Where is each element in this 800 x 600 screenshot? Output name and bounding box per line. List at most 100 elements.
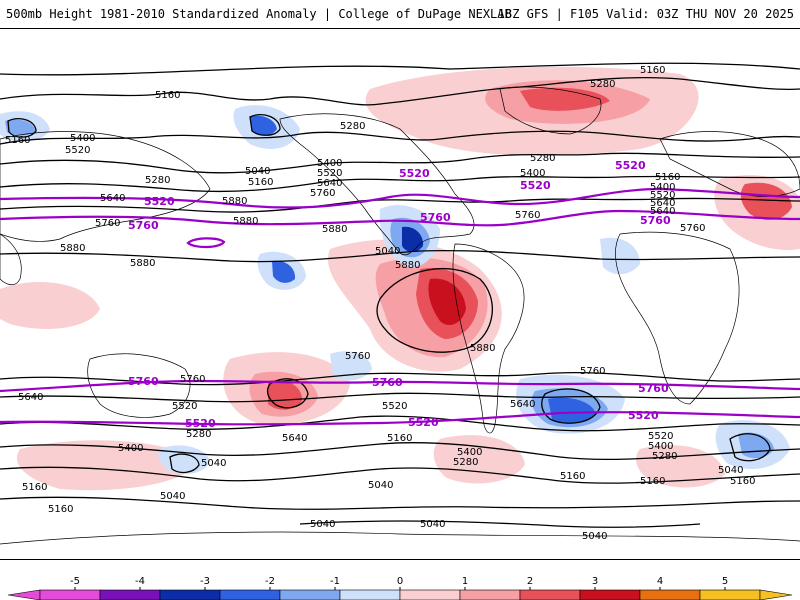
- contour-line: [0, 62, 800, 76]
- colorbar-segment: [159, 589, 221, 600]
- contour-label: 5160: [387, 433, 412, 444]
- contour-5760-south: [0, 379, 800, 393]
- colorbar-tick-label: -2: [265, 576, 275, 587]
- colorbar-segment: [279, 589, 341, 600]
- contour-label: 5640: [510, 399, 535, 410]
- purple-contour-label: 5760: [128, 219, 159, 232]
- contour-label: 5880: [395, 260, 420, 271]
- positive-anomaly-region: [740, 182, 792, 220]
- contour-5760-north: [0, 209, 800, 227]
- contour-line: [0, 130, 800, 145]
- contour-label: 5760: [180, 374, 205, 385]
- positive-anomaly-region: [0, 281, 100, 329]
- purple-contour-label: 5520: [185, 417, 216, 430]
- contour-line: [0, 152, 800, 174]
- contour-label: 5160: [48, 504, 73, 515]
- contour-label: 5880: [470, 343, 495, 354]
- contour-label: 5160: [640, 65, 665, 76]
- contour-label: 5640: [317, 178, 342, 189]
- contour-label: 5640: [100, 193, 125, 204]
- contour-line: [0, 197, 800, 213]
- contour-label: 5880: [130, 258, 155, 269]
- colorbar-segment: [339, 589, 401, 600]
- north-america-coast: [279, 113, 475, 256]
- positive-anomaly-region: [520, 87, 610, 111]
- contour-label: 5640: [650, 198, 675, 209]
- contour-label: 5880: [60, 243, 85, 254]
- colorbar-segment: [99, 589, 161, 600]
- purple-contour-label: 5520: [628, 409, 659, 422]
- contour-label: 5520: [317, 168, 342, 179]
- contour-line: [0, 466, 800, 484]
- contour-label: 5280: [340, 121, 365, 132]
- contour-label: 5160: [5, 135, 30, 146]
- contour-label: 5880: [233, 216, 258, 227]
- purple-label-group: 5520 5760 5520 5760 5520 5760 5760 5520 …: [128, 159, 671, 430]
- contour-label: 5640: [282, 433, 307, 444]
- purple-contour-label: 5520: [615, 159, 646, 172]
- contour-line: [0, 392, 800, 403]
- anomaly-map: 5160 5160 5400 5520 5280 5640 5760 5880 …: [0, 62, 800, 545]
- negative-anomaly-region: [600, 237, 640, 275]
- negative-anomaly-region: [250, 115, 277, 136]
- colorbar-tick-label: -1: [330, 576, 340, 587]
- colorbar-tick-label: -3: [200, 576, 210, 587]
- contour-label: 5160: [730, 476, 755, 487]
- purple-contour-label: 5760: [420, 211, 451, 224]
- contour-line: [0, 175, 800, 193]
- coastlines: [0, 86, 800, 545]
- australia-coast: [87, 353, 191, 418]
- antarctica-coast: [0, 531, 800, 545]
- contour-label: 5280: [590, 79, 615, 90]
- contour-label: 5280: [530, 153, 555, 164]
- colorbar-tick-label: -4: [135, 576, 145, 587]
- positive-anomaly-region: [433, 435, 525, 484]
- colorbar-segment: [459, 589, 521, 600]
- purple-contour-label: 5520: [520, 179, 551, 192]
- contour-label: 5040: [310, 519, 335, 530]
- contour-label: 5040: [160, 491, 185, 502]
- colorbar-segment: [639, 589, 701, 600]
- contour-label: 5520: [65, 145, 90, 156]
- colorbar-segment: [519, 589, 581, 600]
- contour-label: 5400: [457, 447, 482, 458]
- contour-label: 5400: [70, 133, 95, 144]
- contour-label: 5400: [520, 168, 545, 179]
- map-panel: 5160 5160 5400 5520 5280 5640 5760 5880 …: [0, 28, 800, 560]
- contour-label: 5160: [640, 476, 665, 487]
- colorbar-segment: [699, 589, 761, 600]
- contour-label: 5520: [172, 401, 197, 412]
- purple-contour-label: 5520: [144, 195, 175, 208]
- negative-anomaly-region: [548, 397, 596, 424]
- contour-label: 5760: [95, 218, 120, 229]
- positive-anomaly-region: [428, 278, 466, 325]
- colorbar-tick-label: 4: [657, 576, 663, 587]
- positive-anomaly-region: [268, 380, 303, 410]
- map-title: 500mb Height 1981-2010 Standardized Anom…: [6, 7, 512, 21]
- colorbar-tick-label: 5: [722, 576, 728, 587]
- colorbar-tick-label: 1: [462, 576, 468, 587]
- contour-line: [0, 442, 800, 461]
- contour-label: 5040: [420, 519, 445, 530]
- contour-label: 5040: [582, 531, 607, 542]
- greenland-coast: [499, 86, 602, 135]
- closed-contour: [266, 378, 309, 409]
- purple-contours: [0, 187, 800, 426]
- asia-coast: [0, 131, 211, 242]
- colorbar-tick-label: -5: [70, 576, 80, 587]
- height-contours: [0, 62, 800, 528]
- closed-contour: [249, 114, 281, 136]
- contour-label-group: 5160 5160 5400 5520 5280 5640 5760 5880 …: [5, 65, 755, 542]
- colorbar-tick-label: 0: [397, 576, 403, 587]
- contour-5520-south: [0, 411, 800, 426]
- anomaly-colorbar: -5 -4 -3 -2 -1 0 1 2 3 4 5: [7, 576, 793, 600]
- contour-line: [299, 520, 701, 528]
- contour-label: 5040: [718, 465, 743, 476]
- colorbar-tick-label: 2: [527, 576, 533, 587]
- contour-label: 5880: [322, 224, 347, 235]
- contour-label: 5640: [650, 206, 675, 217]
- contour-line: [0, 249, 800, 263]
- contour-label: 5760: [345, 351, 370, 362]
- contour-label: 5040: [375, 246, 400, 257]
- contour-line: [0, 415, 800, 432]
